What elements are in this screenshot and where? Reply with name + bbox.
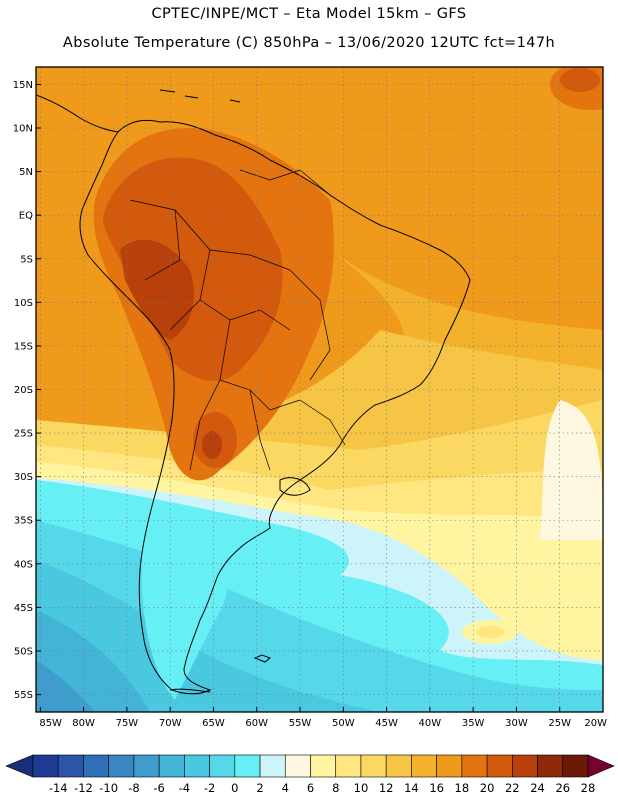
uruguay-outline — [279, 477, 311, 496]
colorbar-swatch — [385, 754, 412, 778]
colorbar-tick-label: 2 — [256, 781, 263, 795]
lat-label: 55S — [14, 690, 33, 701]
south-america-outline — [79, 119, 471, 695]
colorbar-low-arrow — [5, 754, 34, 778]
colorbar-swatch — [234, 754, 261, 778]
lat-label: 10S — [14, 298, 33, 309]
lon-label: 35W — [462, 718, 485, 729]
lon-label: 20W — [584, 718, 607, 729]
falkland-islands — [253, 654, 271, 663]
central-america-outline — [36, 94, 119, 133]
colorbar-tick-label: 26 — [555, 781, 570, 795]
colorbar-tick-label: 18 — [455, 781, 470, 795]
colorbar-swatch — [562, 754, 589, 778]
colorbar-tick-label: 4 — [282, 781, 289, 795]
colorbar-swatch — [57, 754, 84, 778]
country-borders — [129, 169, 346, 471]
lon-label: 30W — [505, 718, 528, 729]
colorbar-tick-label: 8 — [332, 781, 339, 795]
colorbar-tick-label: 20 — [480, 781, 495, 795]
colorbar-swatch — [436, 754, 463, 778]
colorbar-tick-label: -12 — [74, 781, 93, 795]
lon-label: 55W — [289, 718, 312, 729]
lat-label: 5N — [19, 167, 33, 178]
lon-label: 75W — [116, 718, 139, 729]
tierra-del-fuego — [169, 688, 211, 693]
lat-label: 25S — [14, 429, 33, 440]
colorbar-tick-label: -10 — [99, 781, 118, 795]
lon-label: 70W — [159, 718, 182, 729]
caribbean-islands — [159, 89, 241, 103]
colorbar-swatch — [335, 754, 362, 778]
map-subtitle: Absolute Temperature (C) 850hPa – 13/06/… — [62, 35, 556, 51]
lon-label: 85W — [39, 718, 62, 729]
lon-label: 60W — [245, 718, 268, 729]
colorbar-tick-label: 14 — [404, 781, 419, 795]
colorbar-tick-label: -8 — [128, 781, 139, 795]
colorbar-swatch — [360, 754, 387, 778]
colorbar-tick-label: 12 — [379, 781, 394, 795]
colorbar-tick-label: 22 — [505, 781, 520, 795]
latitude-labels: 15N 10N 5N EQ 5S 10S 15S 20S 25S 30S 35S 40S 45S 50S 5… — [13, 80, 41, 701]
map-title: CPTEC/INPE/MCT – Eta Model 15km – GFS — [151, 6, 467, 22]
colorbar-swatch — [133, 754, 160, 778]
colorbar-swatch — [108, 754, 135, 778]
colorbar-high-arrow — [587, 754, 615, 778]
lon-label: 40W — [419, 718, 442, 729]
lat-label: 40S — [14, 559, 33, 570]
colorbar-swatch — [259, 754, 286, 778]
colorbar-swatch — [83, 754, 109, 778]
temperature-field — [36, 67, 603, 712]
lat-label: 15N — [13, 80, 33, 91]
lat-label: 45S — [14, 603, 33, 614]
colorbar-tick-label: -6 — [153, 781, 164, 795]
colorbar-swatch — [158, 754, 185, 778]
colorbar-swatch — [310, 754, 337, 778]
colorbar: -14 -12 -10 -8 -6 -4 -2 0 2 4 6 8 10 12 14 16 18 20 22 24 26… — [5, 754, 615, 795]
colorbar-tick-label: -2 — [204, 781, 215, 795]
colorbar-tick-label: -14 — [49, 781, 68, 795]
longitude-labels: 85W 80W 75W 70W 65W 60W 55W 50W 45W 40W 35W 30W 25W 2… — [39, 707, 607, 729]
coastlines — [36, 89, 471, 695]
lat-label: 30S — [14, 472, 33, 483]
lon-label: 25W — [548, 718, 571, 729]
colorbar-swatch — [486, 754, 513, 778]
lat-label: 5S — [20, 254, 33, 265]
colorbar-tick-label: 6 — [307, 781, 314, 795]
colorbar-swatch — [284, 754, 311, 778]
colorbar-tick-label: 10 — [354, 781, 369, 795]
lon-label: 65W — [202, 718, 225, 729]
colorbar-tick-label: 16 — [429, 781, 444, 795]
lon-label: 45W — [375, 718, 398, 729]
lat-label: 15S — [14, 341, 33, 352]
colorbar-swatch — [411, 754, 437, 778]
lat-label: 20S — [14, 385, 33, 396]
colorbar-swatch — [512, 754, 538, 778]
lat-label: 10N — [13, 124, 33, 135]
colorbar-tick-label: -4 — [179, 781, 190, 795]
colorbar-swatch — [209, 754, 236, 778]
lat-label: EQ — [19, 211, 33, 222]
colorbar-swatch — [184, 754, 210, 778]
colorbar-swatch — [461, 754, 488, 778]
lon-label: 80W — [72, 718, 95, 729]
colorbar-tick-label: 0 — [231, 781, 238, 795]
lon-label: 50W — [332, 718, 355, 729]
colorbar-tick-label: 28 — [581, 781, 596, 795]
grid-lines — [36, 67, 603, 712]
colorbar-tick-label: 24 — [530, 781, 545, 795]
lat-label: 35S — [14, 516, 33, 527]
lat-label: 50S — [14, 646, 33, 657]
colorbar-swatch — [32, 754, 59, 778]
colorbar-swatch — [537, 754, 564, 778]
